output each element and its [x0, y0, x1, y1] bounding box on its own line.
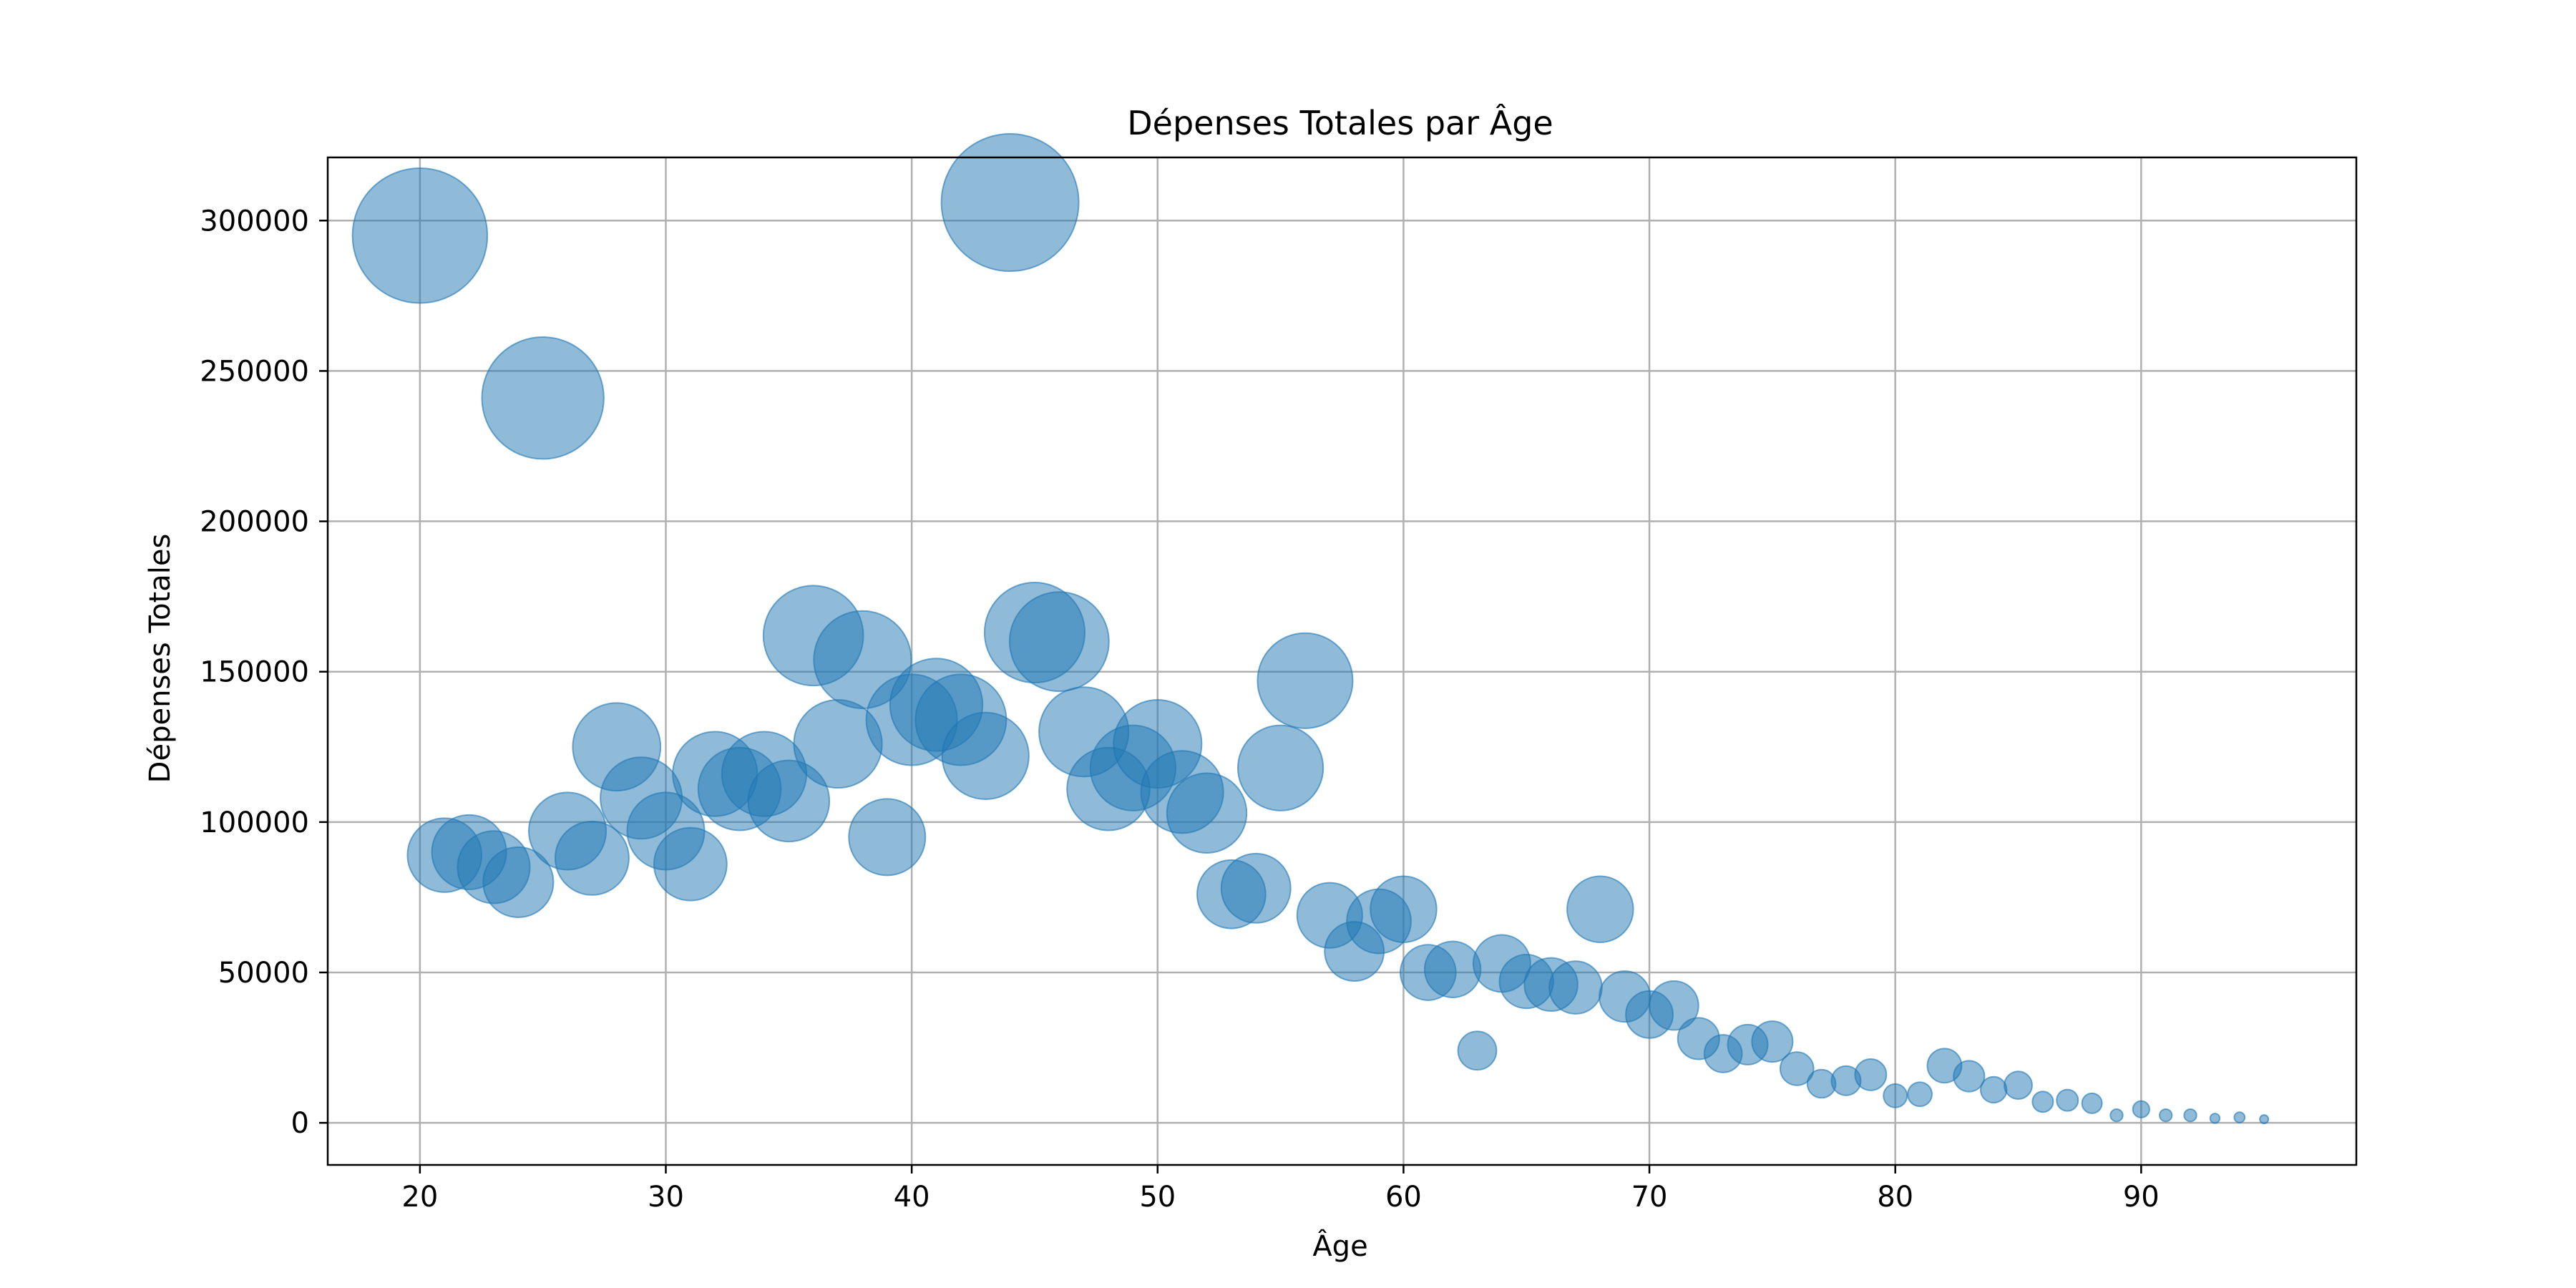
data-point-bubble [1220, 852, 1292, 924]
data-point-bubble [1779, 1051, 1815, 1086]
y-tick-label: 100000 [200, 806, 309, 839]
data-point-bubble [1370, 875, 1438, 943]
data-point-bubble [1649, 980, 1699, 1031]
data-point-bubble [941, 711, 1030, 801]
x-tick-label: 90 [2123, 1181, 2160, 1214]
data-point-bubble [1979, 1075, 2008, 1104]
data-point-bubble [1008, 591, 1110, 693]
y-axis-label: Dépenses Totales [144, 534, 177, 784]
data-point-bubble [2081, 1092, 2103, 1114]
data-point-bubble [2031, 1091, 2054, 1113]
data-point-bubble [2056, 1088, 2079, 1112]
plot-area-frame [326, 156, 2358, 1166]
x-tick-label: 50 [1139, 1181, 1176, 1214]
y-tick-label: 200000 [200, 506, 309, 539]
x-tick-label: 70 [1631, 1181, 1668, 1214]
data-point-bubble [2233, 1111, 2246, 1123]
data-point-bubble [1423, 940, 1482, 998]
data-point-bubble [2159, 1108, 2173, 1123]
data-point-bubble [554, 820, 630, 896]
y-tick-label: 150000 [200, 656, 309, 689]
data-point-bubble [351, 167, 489, 304]
x-tick-label: 60 [1385, 1181, 1422, 1214]
data-point-bubble [1566, 875, 1634, 943]
data-point-bubble [1854, 1058, 1888, 1091]
x-tick-label: 40 [894, 1181, 930, 1214]
data-point-bubble [848, 798, 927, 877]
data-point-bubble [653, 826, 728, 902]
data-point-bubble [2132, 1100, 2150, 1118]
data-point-bubble [747, 759, 831, 843]
y-tick-label: 300000 [200, 205, 309, 238]
y-tick-label: 0 [291, 1107, 309, 1140]
x-tick-label: 80 [1877, 1181, 1913, 1214]
y-tick-label: 50000 [218, 957, 309, 990]
data-point-bubble [481, 336, 605, 460]
data-point-bubble [2004, 1070, 2033, 1101]
data-point-bubble [482, 846, 555, 919]
data-point-bubble [1457, 1030, 1498, 1071]
data-point-bubble [2259, 1114, 2270, 1125]
data-point-bubble [1548, 960, 1603, 1015]
data-points [351, 133, 2270, 1125]
data-point-bubble [1166, 772, 1248, 854]
data-point-bubble [1236, 724, 1324, 811]
data-point-bubble [1907, 1081, 1933, 1108]
data-point-bubble [940, 133, 1080, 273]
data-point-bubble [1883, 1083, 1908, 1108]
data-point-bubble [2183, 1108, 2197, 1123]
data-point-bubble [2109, 1108, 2124, 1123]
axis-ticks: 20 30 40 50 60 70 80 90 0 50000 100000 150000 200000… [200, 205, 2159, 1214]
x-tick-label: 30 [648, 1181, 684, 1214]
data-point-bubble [1953, 1060, 1986, 1093]
chart-title: Dépenses Totales par Âge [1127, 104, 1553, 142]
data-point-bubble [1257, 632, 1354, 729]
y-tick-label: 250000 [200, 355, 309, 388]
data-point-bubble [2209, 1113, 2221, 1124]
data-point-bubble [1751, 1020, 1794, 1063]
x-axis-label: Âge [1312, 1229, 1367, 1263]
x-tick-label: 20 [401, 1181, 438, 1214]
